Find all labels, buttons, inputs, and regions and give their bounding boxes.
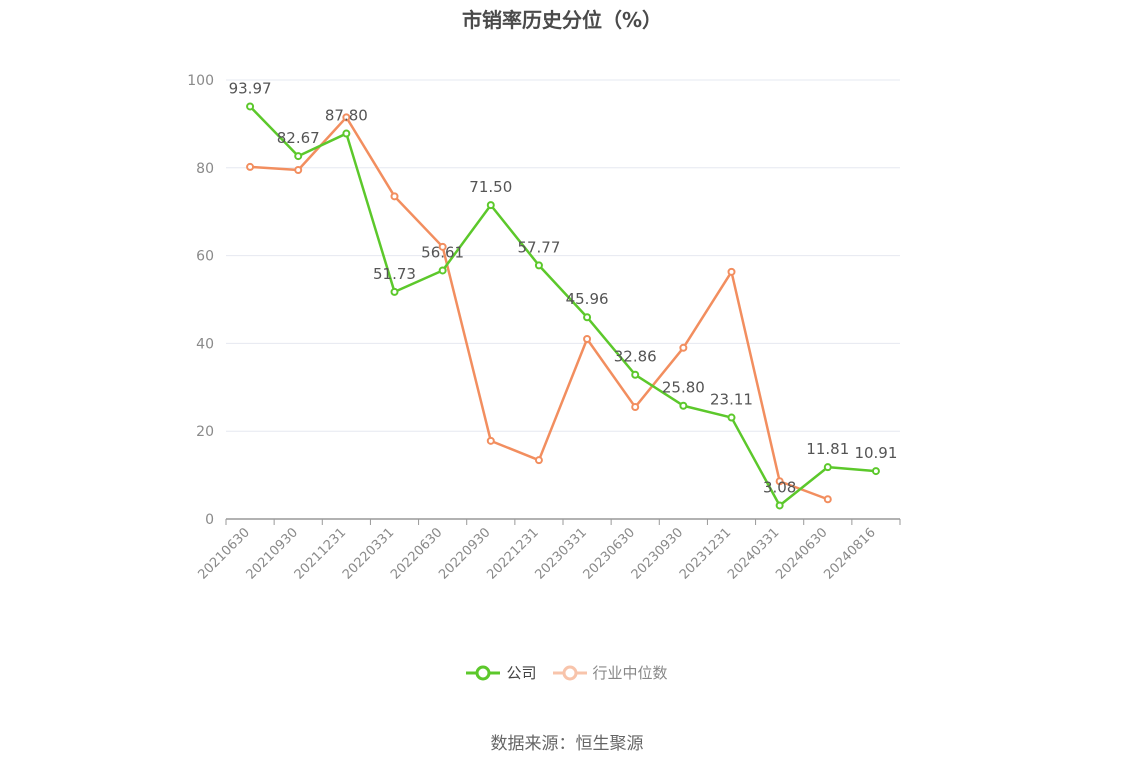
y-tick-label: 80 xyxy=(196,161,214,177)
legend-company-marker-icon xyxy=(466,665,501,680)
industry-data-point xyxy=(438,242,447,251)
company-data-label: 57.77 xyxy=(517,238,560,256)
legend-industry-label: 行业中位数 xyxy=(592,664,668,682)
company-data-point xyxy=(294,152,303,161)
series-line-industry xyxy=(249,116,829,501)
company-data-label: 71.50 xyxy=(469,178,512,196)
legend-item-company[interactable]: 公司 xyxy=(466,662,537,683)
y-tick-label: 0 xyxy=(205,512,214,528)
company-data-point xyxy=(727,413,736,422)
industry-data-point xyxy=(583,335,592,344)
company-data-point xyxy=(631,370,640,379)
series-line-company xyxy=(249,105,877,507)
industry-data-point xyxy=(342,113,351,122)
series-lines xyxy=(246,102,880,510)
grid-lines xyxy=(226,79,900,432)
company-data-label: 25.80 xyxy=(662,379,705,397)
company-data-point xyxy=(486,201,495,210)
legend: 公司 行业中位数 xyxy=(0,662,1134,683)
company-data-label: 82.67 xyxy=(277,129,320,147)
company-data-point xyxy=(246,102,255,111)
industry-data-point xyxy=(631,403,640,412)
company-data-point xyxy=(775,501,784,510)
company-data-label: 45.96 xyxy=(566,290,609,308)
industry-data-point xyxy=(679,343,688,352)
company-data-label: 11.81 xyxy=(806,440,849,458)
company-data-point xyxy=(583,313,592,322)
industry-data-point xyxy=(390,192,399,201)
y-tick-label: 60 xyxy=(196,249,214,265)
y-tick-label: 100 xyxy=(187,73,214,89)
company-data-point xyxy=(390,287,399,296)
company-data-label: 10.91 xyxy=(854,444,897,462)
company-data-label: 51.73 xyxy=(373,265,416,283)
legend-industry-marker-icon xyxy=(552,665,587,680)
company-data-label: 87.80 xyxy=(325,107,368,125)
company-data-point xyxy=(438,266,447,275)
axes: 0204060801002021063020210930202112312022… xyxy=(187,73,901,583)
company-data-label: 56.61 xyxy=(421,243,464,261)
industry-data-point xyxy=(823,495,832,504)
industry-data-point xyxy=(727,267,736,276)
company-data-label: 3.08 xyxy=(763,478,796,496)
industry-data-point xyxy=(486,436,495,445)
company-data-label: 23.11 xyxy=(710,391,753,409)
company-data-point xyxy=(823,463,832,472)
company-data-label: 32.86 xyxy=(614,348,657,366)
y-tick-label: 40 xyxy=(196,336,214,352)
y-tick-label: 20 xyxy=(196,424,214,440)
industry-data-point xyxy=(294,165,303,174)
legend-company-label: 公司 xyxy=(506,664,537,682)
company-data-point xyxy=(342,129,351,138)
data-labels: 93.97 82.67 87.80 51.73 56.61 71.50 57.77 45.96… xyxy=(229,79,898,496)
legend-item-industry[interactable]: 行业中位数 xyxy=(552,662,668,683)
industry-data-point xyxy=(534,456,543,465)
company-data-label: 93.97 xyxy=(229,79,272,97)
company-data-point xyxy=(534,261,543,270)
data-source: 数据来源：恒生聚源 xyxy=(490,734,644,754)
company-data-point xyxy=(679,401,688,410)
x-tick-label: 20240816 xyxy=(821,525,878,582)
industry-data-point xyxy=(775,477,784,486)
chart-title: 市销率历史分位（%） xyxy=(461,8,663,32)
industry-data-point xyxy=(246,162,255,171)
company-data-point xyxy=(871,467,880,476)
